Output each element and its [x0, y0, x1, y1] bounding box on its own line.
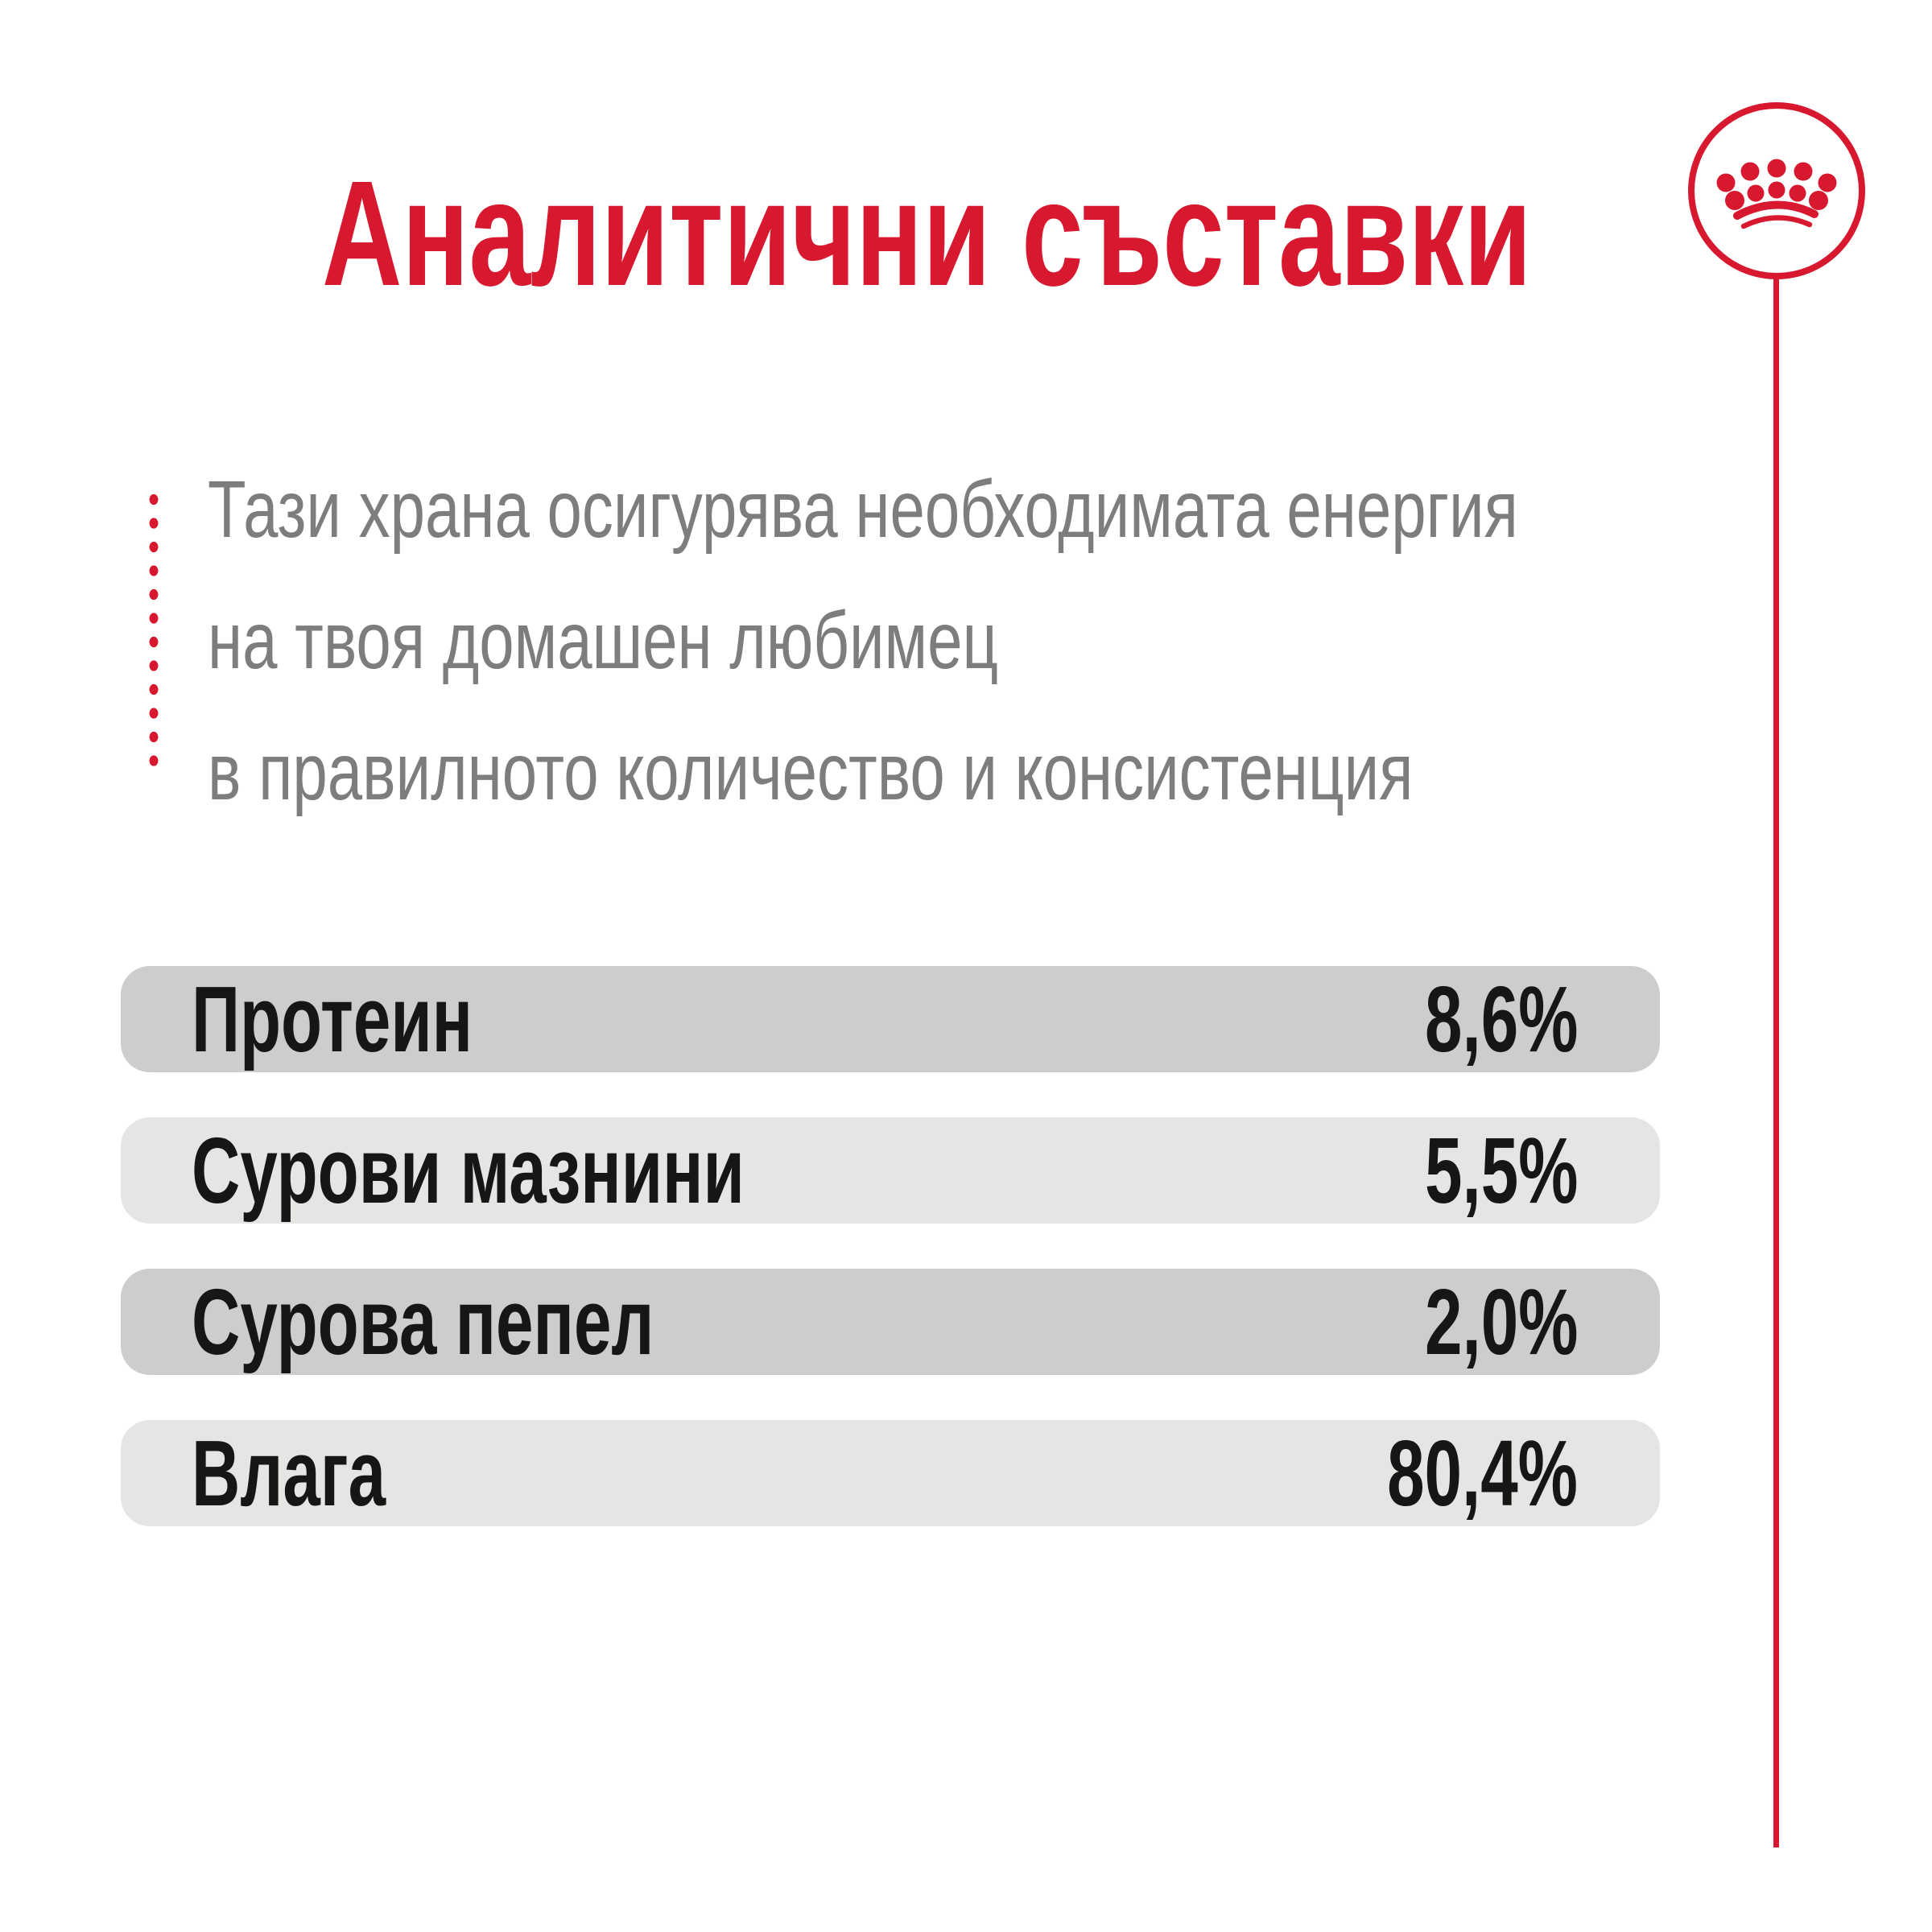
- intro-line-text: в правилното количество и консистенция: [208, 727, 1414, 817]
- page-title-text: Аналитични съставки: [321, 151, 1532, 317]
- intro-line-text: на твоя домашен любимец: [208, 596, 999, 686]
- row-label: Влага: [192, 1421, 386, 1525]
- vertical-accent-line: [1773, 279, 1779, 1847]
- intro-line: в правилното количество и консистенция: [208, 707, 1888, 838]
- intro-line: Тази храна осигурява необходимата енерги…: [208, 444, 1888, 576]
- row-label: Сурови мазнини: [192, 1118, 745, 1223]
- row-value: 2,0%: [1424, 1269, 1578, 1374]
- analytical-constituents-table: Протеин 8,6% Сурови мазнини 5,5% Сурова …: [121, 966, 1660, 1571]
- table-row: Влага 80,4%: [121, 1420, 1660, 1526]
- row-value: 5,5%: [1424, 1118, 1578, 1223]
- intro-line: на твоя домашен любимец: [208, 576, 1888, 707]
- intro-line-text: Тази храна осигурява необходимата енерги…: [208, 464, 1518, 555]
- table-row: Сурови мазнини 5,5%: [121, 1117, 1660, 1224]
- table-row: Протеин 8,6%: [121, 966, 1660, 1072]
- row-value: 8,6%: [1424, 967, 1578, 1071]
- intro-paragraph: Тази храна осигурява необходимата енерги…: [208, 444, 1888, 838]
- page-title: Аналитични съставки: [0, 159, 1853, 309]
- dotted-accent-line: [148, 493, 159, 778]
- row-value: 80,4%: [1387, 1421, 1578, 1525]
- table-row: Сурова пепел 2,0%: [121, 1269, 1660, 1375]
- royal-canin-crown-icon: [1688, 102, 1865, 279]
- row-label: Протеин: [192, 967, 473, 1071]
- row-label: Сурова пепел: [192, 1269, 654, 1374]
